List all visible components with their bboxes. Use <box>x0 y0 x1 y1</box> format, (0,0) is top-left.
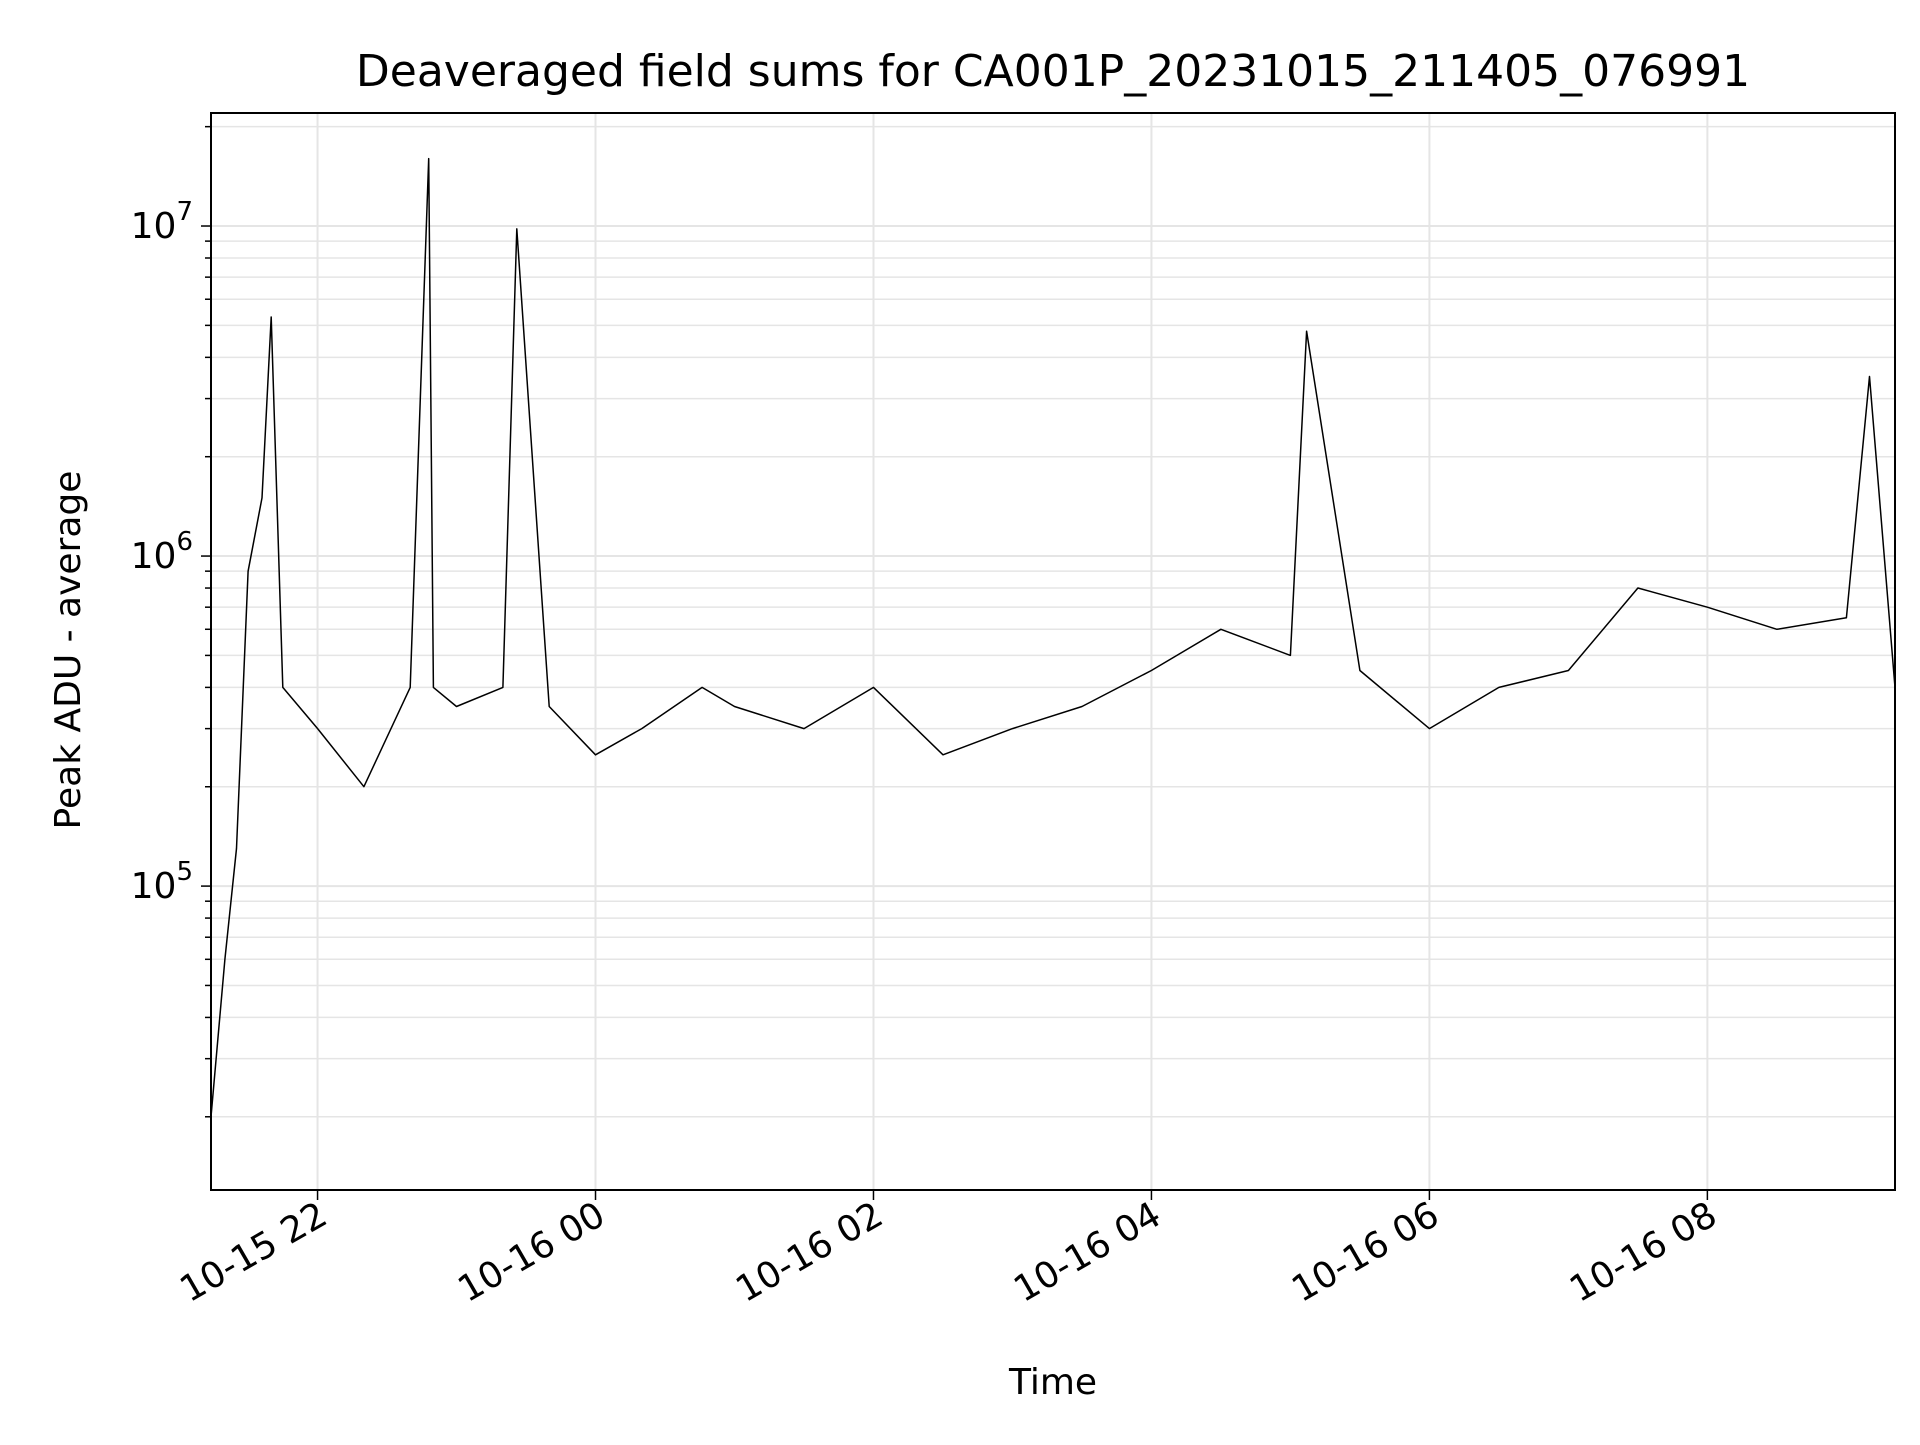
y-tick-label: 107 <box>131 197 193 247</box>
tick-marks <box>201 125 1709 1200</box>
y-axis-label: Peak ADU - average <box>48 471 89 830</box>
series-line-0 <box>210 157 1896 1117</box>
chart-title: Deaveraged field sums for CA001P_2023101… <box>356 46 1750 97</box>
grid-lines <box>211 113 1895 1190</box>
y-tick-label: 106 <box>131 527 193 577</box>
y-tick-label: 105 <box>131 857 193 907</box>
series-layer <box>210 157 1896 1117</box>
plot-frame <box>210 112 1896 1191</box>
x-axis-label: Time <box>1008 1362 1097 1403</box>
